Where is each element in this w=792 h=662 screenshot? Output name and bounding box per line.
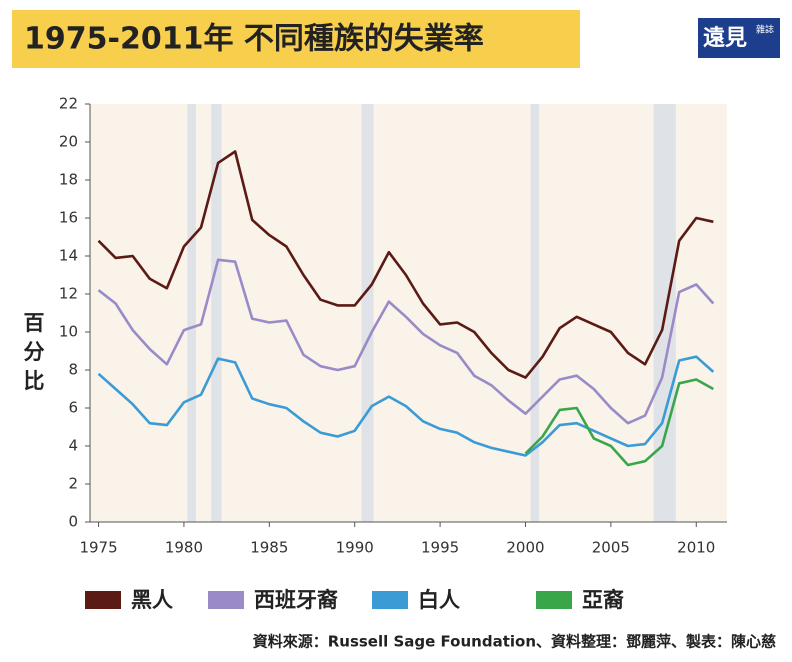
- chart-title: 1975-2011年 不同種族的失業率: [24, 22, 484, 57]
- y-tick-label: 0: [68, 513, 78, 531]
- x-tick-label: 1975: [79, 539, 117, 557]
- y-tick-label: 8: [68, 361, 78, 379]
- shaded-period: [530, 104, 540, 522]
- logo-sub: 雜誌: [756, 24, 774, 36]
- y-tick-label: 6: [68, 399, 78, 417]
- legend-label: 西班牙裔: [254, 588, 338, 612]
- source: 資料來源：Russell Sage Foundation、資料整理：鄧麗萍、製表…: [253, 633, 776, 651]
- legend-swatch: [372, 591, 408, 609]
- y-tick-label: 10: [59, 323, 78, 341]
- shaded-period: [361, 104, 374, 522]
- plot-background: [90, 104, 727, 522]
- y-tick-label: 18: [59, 171, 78, 189]
- y-tick-label: 14: [59, 247, 78, 265]
- y-tick-label: 20: [59, 133, 78, 151]
- legend-label: 白人: [418, 588, 460, 612]
- y-tick-label: 22: [59, 95, 78, 113]
- x-tick-label: 2005: [592, 539, 630, 557]
- x-tick-label: 1980: [165, 539, 203, 557]
- title-box: [12, 10, 580, 68]
- y-tick-label: 12: [59, 285, 78, 303]
- series-line: [97, 258, 715, 425]
- legend-swatch: [208, 591, 244, 609]
- x-tick-label: 2010: [677, 539, 715, 557]
- x-tick-label: 2000: [506, 539, 544, 557]
- series-line: [97, 355, 715, 457]
- shaded-period: [187, 104, 196, 522]
- x-tick-label: 1995: [421, 539, 459, 557]
- y-tick-label: 2: [68, 475, 78, 493]
- shaded-period: [211, 104, 222, 522]
- y-tick-label: 16: [59, 209, 78, 227]
- legend-swatch: [536, 591, 572, 609]
- legend-label: 黑人: [131, 588, 173, 612]
- series-line: [524, 378, 714, 467]
- x-tick-label: 1990: [336, 539, 374, 557]
- x-tick-label: 1985: [250, 539, 288, 557]
- y-axis-label: 百分比: [21, 312, 45, 399]
- y-tick-label: 4: [68, 437, 78, 455]
- legend-label: 亞裔: [582, 588, 624, 612]
- legend-swatch: [85, 591, 121, 609]
- logo-box: [698, 18, 780, 58]
- series-line: [97, 150, 714, 379]
- logo: 遠見: [703, 25, 747, 51]
